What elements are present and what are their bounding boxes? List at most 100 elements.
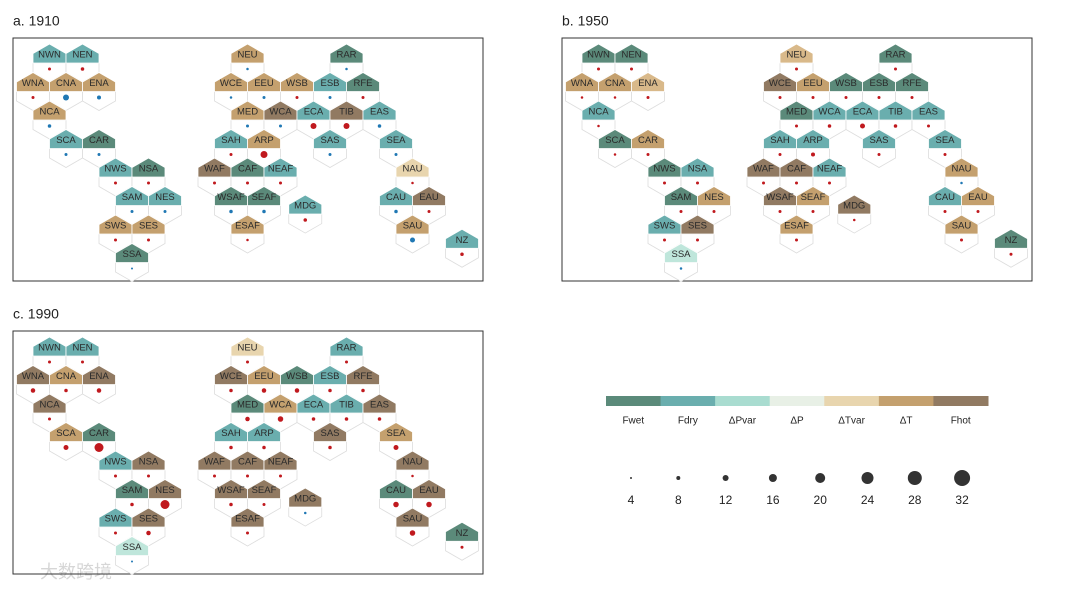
region-dot — [31, 96, 35, 99]
region-dot — [30, 388, 36, 393]
hex-upper — [247, 479, 281, 499]
hex-upper — [230, 336, 265, 357]
size-label: 32 — [955, 493, 969, 507]
hex-upper — [16, 72, 50, 92]
size-key — [676, 476, 681, 480]
region-dot — [853, 218, 856, 222]
hex-upper — [214, 72, 248, 92]
region-dot — [262, 445, 266, 450]
region-label: NEAF — [817, 164, 843, 175]
hex-upper — [115, 243, 149, 263]
region-dot — [246, 181, 249, 185]
hex-upper — [346, 72, 380, 92]
region-dot — [130, 210, 134, 213]
region-dot — [345, 360, 348, 364]
hex-upper — [65, 336, 100, 357]
hex-upper — [614, 43, 649, 64]
hex-upper — [313, 365, 347, 385]
region-dot — [114, 531, 117, 535]
region-label: SAU — [403, 514, 423, 525]
hex-upper — [32, 336, 67, 357]
hex-upper — [65, 43, 100, 64]
region-label: ARP — [254, 428, 274, 439]
region-label: RFE — [903, 78, 922, 89]
region-label: SES — [139, 514, 158, 525]
region-label: RAR — [885, 50, 905, 61]
region-dot — [663, 181, 666, 185]
region-label: EAS — [370, 107, 389, 118]
size-label: 16 — [766, 493, 780, 507]
region-label: CAU — [386, 192, 406, 203]
hex-upper — [362, 393, 397, 414]
hex-upper — [845, 100, 880, 121]
region-dot — [646, 96, 650, 99]
region-label: ARP — [803, 135, 823, 146]
region-label: NWS — [104, 457, 126, 468]
region-label: CNA — [605, 78, 626, 89]
hex-upper — [131, 507, 166, 528]
hex-upper — [329, 100, 364, 121]
region-label: EAS — [370, 400, 389, 411]
region-label: SAS — [320, 135, 339, 146]
hex-upper — [647, 214, 682, 235]
region-dot — [131, 267, 133, 270]
region-label: MED — [786, 107, 807, 118]
region-label: SSA — [122, 542, 142, 553]
hex-upper — [779, 157, 814, 178]
hex-upper — [82, 129, 116, 149]
region-label: MDG — [843, 201, 865, 212]
legend-label: ΔT — [900, 416, 913, 427]
hex-upper — [895, 72, 929, 92]
region-dot — [976, 210, 980, 213]
hex-upper — [581, 100, 616, 121]
hex-upper — [664, 243, 698, 263]
size-key — [630, 477, 632, 479]
hex-lower — [445, 247, 479, 268]
size-key — [954, 470, 971, 486]
hex-upper — [779, 100, 814, 121]
hex-upper — [697, 186, 731, 206]
region-label: ARP — [254, 135, 274, 146]
region-label: CAR — [638, 135, 658, 146]
region-dot — [311, 417, 316, 421]
hex-upper — [680, 157, 715, 178]
region-dot — [361, 388, 365, 393]
region-label: NSA — [688, 164, 708, 175]
region-dot — [246, 474, 249, 478]
region-label: ESAF — [784, 221, 809, 232]
region-label: RAR — [336, 343, 356, 354]
hex-upper — [214, 129, 248, 149]
hex-upper — [412, 479, 446, 499]
region-label: SAH — [221, 135, 241, 146]
hex-lower — [779, 233, 814, 254]
size-label: 24 — [861, 493, 875, 507]
hex-upper — [796, 72, 830, 92]
hex-lower — [395, 233, 430, 254]
region-dot — [828, 181, 831, 185]
hex-upper — [148, 186, 182, 206]
hex-upper — [746, 157, 781, 178]
region-label: CAU — [935, 192, 955, 203]
region-label: NEN — [72, 343, 92, 354]
region-label: RFE — [354, 78, 373, 89]
region-dot — [114, 181, 117, 185]
region-dot — [943, 153, 947, 156]
region-dot — [246, 124, 249, 128]
hex-upper — [49, 129, 83, 149]
region-label: SES — [688, 221, 707, 232]
region-dot — [229, 209, 233, 214]
region-label: NSA — [139, 164, 159, 175]
hex-upper — [131, 214, 166, 235]
region-label: CAU — [386, 485, 406, 496]
region-label: NEU — [786, 50, 806, 61]
legend-label: Fwet — [622, 416, 644, 427]
hex-upper — [131, 157, 166, 178]
region-dot — [213, 181, 216, 185]
hex-upper — [812, 157, 847, 178]
region-dot — [213, 474, 216, 478]
region-label: CAF — [238, 457, 257, 468]
region-dot — [262, 209, 266, 214]
region-label: ECA — [304, 400, 324, 411]
region-dot — [294, 388, 300, 393]
legend-swatch — [660, 396, 716, 406]
